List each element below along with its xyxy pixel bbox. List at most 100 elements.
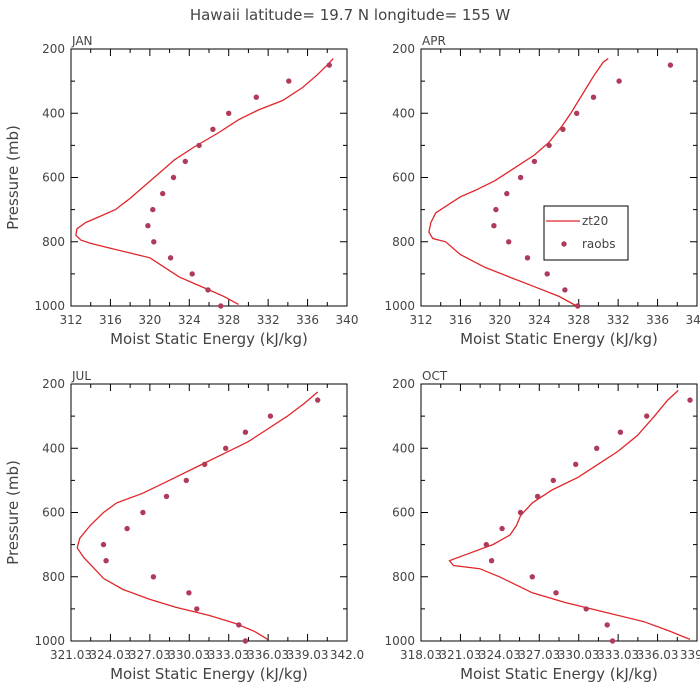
data-point-raobs: [186, 590, 192, 596]
data-point-raobs: [267, 413, 274, 419]
legend-swatch-marker: [561, 241, 567, 247]
panel-label: APR: [422, 34, 446, 48]
data-point-raobs: [145, 223, 151, 229]
plot-frame: [420, 383, 698, 642]
x-tick-label: 336: [296, 313, 319, 327]
data-point-raobs: [223, 445, 229, 451]
x-tick-label: 332: [257, 313, 280, 327]
data-point-raobs: [194, 606, 200, 612]
data-point-raobs: [163, 493, 170, 500]
data-point-raobs: [493, 206, 499, 213]
y-tick-label: 400: [392, 441, 415, 455]
data-point-raobs: [226, 110, 232, 117]
data-point-raobs: [506, 239, 512, 245]
y-tick-label: 200: [42, 377, 65, 391]
data-point-raobs: [687, 397, 693, 403]
y-tick-label: 400: [42, 106, 65, 120]
legend-label: zt20: [582, 214, 608, 228]
y-tick-label: 800: [42, 570, 65, 584]
data-point-raobs: [150, 206, 156, 213]
y-tick-label: 1000: [34, 634, 65, 648]
x-tick-label: 328: [567, 313, 590, 327]
legend: zt20 raobs: [543, 205, 629, 261]
y-axis-title: Pressure (mb): [4, 460, 22, 565]
data-point-raobs: [529, 574, 535, 580]
data-point-raobs: [202, 461, 208, 467]
data-point-raobs: [182, 158, 188, 165]
x-tick-label: 340: [686, 313, 700, 327]
data-point-raobs: [196, 142, 202, 149]
figure-title: Hawaii latitude= 19.7 N longitude= 155 W: [190, 6, 510, 24]
y-tick-label: 800: [42, 235, 65, 249]
x-tick-label: 316: [449, 313, 472, 327]
data-point-raobs: [483, 541, 489, 548]
data-point-raobs: [590, 94, 597, 100]
data-point-raobs: [167, 255, 174, 261]
panel-label: JUL: [71, 369, 91, 383]
data-point-raobs: [573, 461, 579, 467]
data-point-raobs: [103, 558, 109, 564]
y-tick-label: 1000: [384, 634, 415, 648]
y-tick-label: 200: [392, 377, 415, 391]
data-point-raobs: [315, 397, 321, 403]
y-tick-label: 800: [392, 235, 415, 249]
x-tick-label: 316: [99, 313, 122, 327]
series-line-zt20: [75, 58, 334, 305]
data-point-raobs: [189, 271, 195, 277]
data-point-raobs: [667, 62, 674, 68]
chart-panel-oct: OCT318.03321.03324.03327.03330.03333.033…: [384, 369, 700, 683]
x-tick-label: 339.03: [287, 648, 329, 662]
x-tick-label: 330.03: [558, 648, 600, 662]
legend-label: raobs: [582, 237, 616, 251]
x-tick-label: 328: [217, 313, 240, 327]
x-tick-label: 327.03: [129, 648, 171, 662]
data-point-raobs: [160, 190, 166, 197]
data-point-raobs: [242, 429, 249, 435]
y-tick-label: 400: [392, 106, 415, 120]
data-point-raobs: [236, 622, 242, 628]
x-tick-label: 321.03: [50, 648, 92, 662]
x-tick-label: 324.03: [479, 648, 521, 662]
data-point-raobs: [210, 126, 216, 132]
chart-panel-jan: JAN 312 316 320 324 328 332 336 340 200 400 600 800 1…: [4, 34, 358, 348]
x-tick-label: 320: [488, 313, 511, 327]
chart-panel-apr: APR 312 316 320 324 328 332 336 340 200 400 600 800 1…: [384, 34, 700, 348]
data-point-raobs: [504, 190, 510, 197]
data-point-raobs: [616, 78, 622, 84]
x-tick-label: 320: [138, 313, 161, 327]
data-point-raobs: [100, 541, 107, 548]
data-point-raobs: [609, 638, 616, 644]
x-tick-label: 336.03: [637, 648, 679, 662]
chart-panel-jul: JUL321.03324.03327.03330.03333.03336.033…: [4, 369, 364, 683]
x-axis-title: Moist Static Energy (kJ/kg): [460, 330, 658, 348]
data-point-raobs: [574, 110, 580, 117]
data-point-raobs: [544, 271, 550, 277]
data-point-raobs: [550, 477, 556, 484]
series-line-zt20: [76, 391, 319, 640]
y-tick-label: 200: [392, 42, 415, 56]
y-tick-label: 600: [392, 171, 415, 185]
x-axis-title: Moist Static Energy (kJ/kg): [110, 330, 308, 348]
x-axis-title: Moist Static Energy (kJ/kg): [110, 665, 308, 683]
legend-box: [543, 205, 629, 261]
data-point-raobs: [124, 525, 130, 532]
data-point-raobs: [583, 606, 589, 612]
data-point-raobs: [546, 142, 552, 149]
data-point-raobs: [253, 94, 259, 100]
y-tick-label: 200: [42, 42, 65, 56]
data-point-raobs: [488, 558, 495, 564]
data-point-raobs: [524, 255, 531, 261]
x-tick-label: 330.03: [168, 648, 210, 662]
data-point-raobs: [218, 303, 224, 309]
y-axis-title: Pressure (mb): [4, 125, 22, 230]
y-tick-label: 400: [42, 441, 65, 455]
plot-frame: [70, 383, 348, 642]
y-tick-label: 600: [42, 506, 65, 520]
data-point-raobs: [575, 303, 581, 309]
data-point-raobs: [560, 126, 566, 132]
series-line-zt20: [428, 58, 609, 307]
data-point-raobs: [534, 493, 541, 500]
x-tick-label: 324: [178, 313, 201, 327]
data-point-raobs: [326, 62, 332, 68]
